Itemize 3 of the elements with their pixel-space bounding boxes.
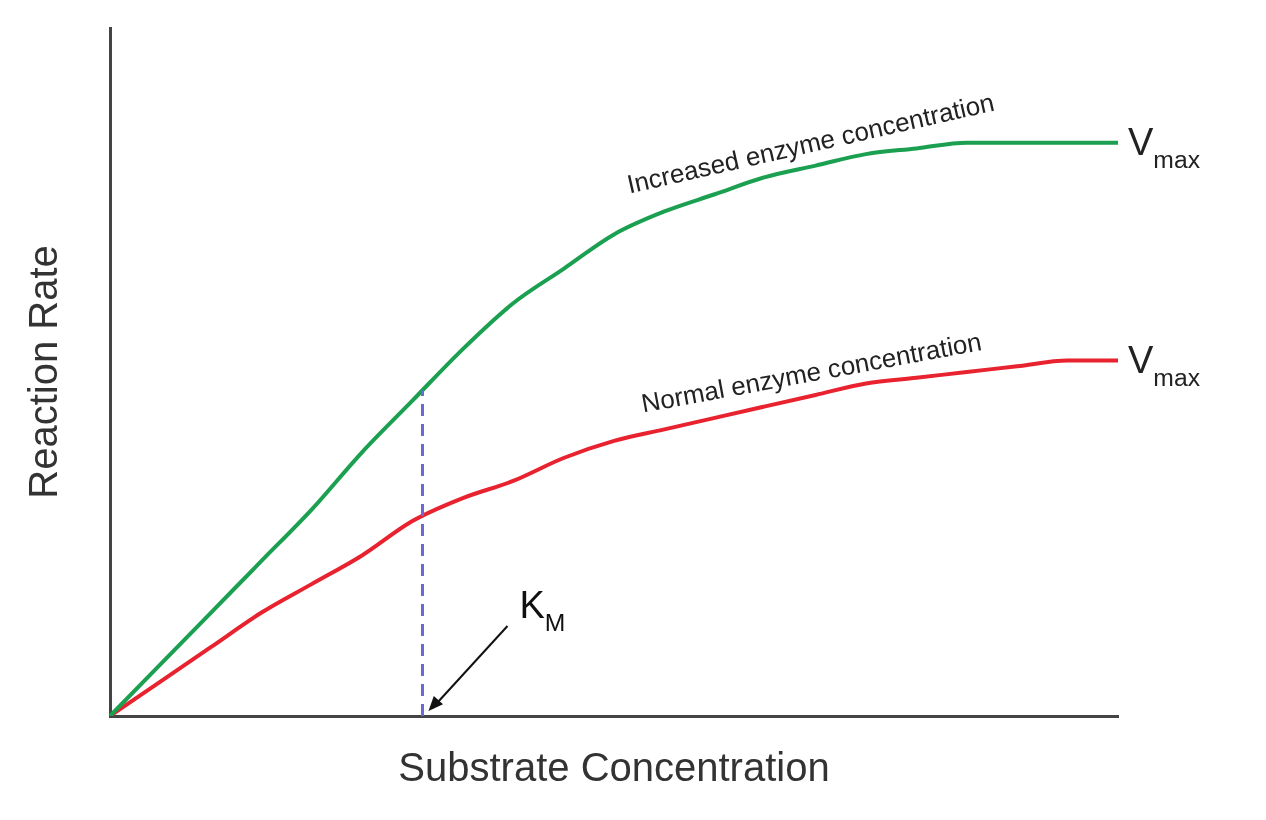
y-axis-title: Reaction Rate	[21, 245, 66, 499]
text: Normal enzyme concentration	[638, 326, 984, 419]
x-axis-title: Substrate Concentration	[398, 745, 830, 790]
